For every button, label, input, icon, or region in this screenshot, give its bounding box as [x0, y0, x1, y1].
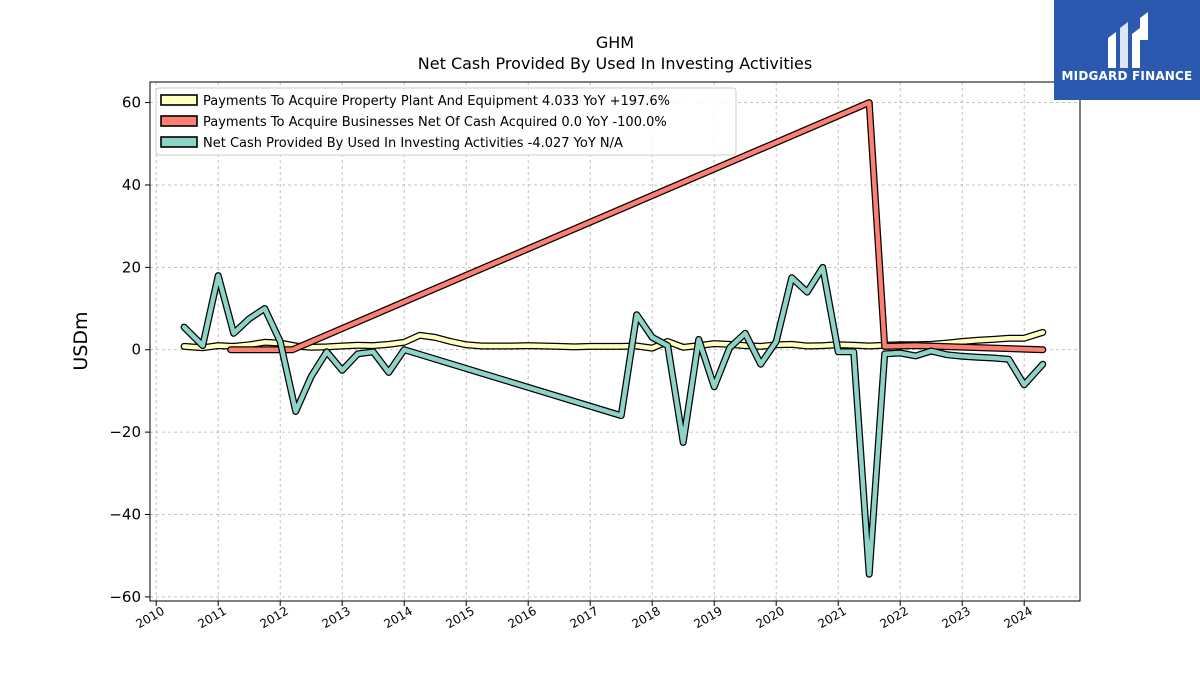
brand-name: MIDGARD FINANCE — [1061, 69, 1193, 83]
series-lines — [180, 99, 1047, 578]
y-axis-label: USDm — [70, 311, 92, 370]
x-tick-label: 2013 — [319, 604, 352, 631]
x-tick-label: 2017 — [567, 604, 600, 631]
y-tick-label: −20 — [109, 423, 141, 441]
legend: Payments To Acquire Property Plant And E… — [155, 87, 737, 156]
chart-subtitle: Net Cash Provided By Used In Investing A… — [417, 54, 813, 73]
x-tick-label: 2014 — [381, 604, 414, 631]
legend-label-2: Net Cash Provided By Used In Investing A… — [203, 136, 623, 151]
legend-swatch-2 — [160, 136, 198, 148]
y-tick-label: 20 — [122, 258, 141, 276]
x-tick-label: 2012 — [257, 604, 290, 631]
legend-swatch-0 — [160, 94, 198, 106]
x-tick-label: 2011 — [195, 604, 228, 631]
x-tick-label: 2015 — [443, 604, 476, 631]
y-tick-label: 60 — [122, 94, 141, 112]
chart-title-block: GHM Net Cash Provided By Used In Investi… — [150, 32, 1080, 74]
series-line-2 — [181, 265, 1046, 577]
x-tick-label: 2016 — [505, 604, 538, 631]
plot-frame — [149, 81, 1081, 602]
x-tick-label: 2020 — [753, 604, 786, 631]
legend-box — [155, 87, 737, 156]
y-tick-label: 0 — [131, 341, 141, 359]
chart-title: GHM — [595, 33, 635, 52]
x-tick-label: 2021 — [815, 604, 848, 631]
x-tick-label: 2019 — [691, 604, 724, 631]
legend-label-0: Payments To Acquire Property Plant And E… — [203, 94, 670, 109]
y-tick-label: 40 — [122, 176, 141, 194]
y-tick-label: −40 — [109, 506, 141, 524]
legend-label-1: Payments To Acquire Businesses Net Of Ca… — [203, 115, 667, 130]
legend-swatch-1 — [160, 115, 198, 127]
x-tick-label: 2022 — [877, 604, 910, 631]
x-tick-label: 2024 — [1001, 604, 1034, 631]
x-tick-label: 2023 — [939, 604, 972, 631]
midgard-logo-icon — [1108, 12, 1148, 68]
x-tick-label: 2018 — [629, 604, 662, 631]
y-tick-label: −60 — [109, 588, 141, 606]
x-tick-label: 2010 — [133, 604, 166, 631]
